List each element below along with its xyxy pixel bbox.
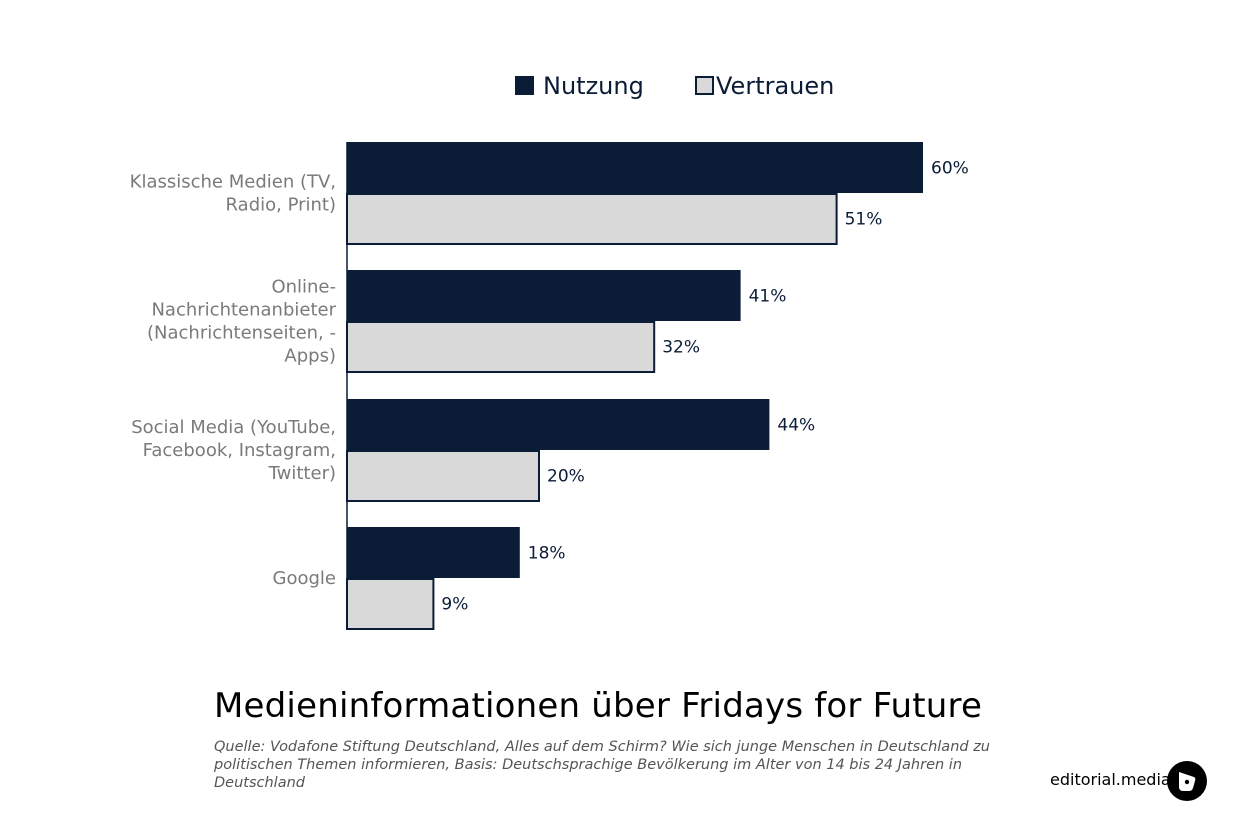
value-label-vertrauen-0: 51%: [845, 210, 883, 230]
category-label-0: Klassische Medien (TV, Radio, Print): [130, 172, 336, 216]
bar-vertrauen-0: [346, 193, 838, 245]
value-label-nutzung-2: 44%: [777, 416, 815, 436]
value-label-vertrauen-2: 20%: [547, 467, 585, 487]
bars: [346, 142, 923, 630]
legend: Nutzung Vertrauen: [515, 72, 834, 100]
legend-label-vertrauen: Vertrauen: [716, 72, 834, 100]
bar-chart: Nutzung Vertrauen 60% 51% Klassische Medien…: [130, 72, 969, 630]
bar-vertrauen-1: [346, 321, 656, 373]
bar-nutzung-1: [347, 270, 741, 321]
legend-label-nutzung: Nutzung: [543, 72, 644, 100]
bar-nutzung-0: [347, 142, 923, 193]
legend-swatch-vertrauen: [695, 76, 714, 95]
value-label-vertrauen-1: 32%: [662, 338, 700, 358]
value-label-nutzung-1: 41%: [749, 287, 787, 307]
bar-nutzung-2: [347, 399, 770, 450]
brand-name: editorial.media: [1050, 770, 1171, 789]
value-label-vertrauen-3: 9%: [441, 595, 468, 615]
category-label-3: Google: [273, 568, 336, 589]
editorial-media-logo-icon: [1167, 761, 1207, 801]
value-label-nutzung-0: 60%: [931, 159, 969, 179]
legend-swatch-nutzung: [515, 76, 534, 95]
bar-nutzung-3: [347, 527, 520, 578]
bar-vertrauen-2: [346, 450, 540, 502]
bar-vertrauen-3: [346, 578, 435, 630]
value-label-nutzung-3: 18%: [528, 544, 566, 564]
chart-title: Medieninformationen über Fridays for Fut…: [214, 686, 983, 726]
labels: 60% 51% Klassische Medien (TV, Radio, Print…: [130, 159, 969, 615]
source-note: Quelle: Vodafone Stiftung Deutschland, A…: [214, 739, 990, 791]
category-label-1: Online-Nachrichtenanbieter (Nachrichtense…: [147, 277, 337, 367]
category-label-2: Social Media (YouTube, Facebook, Instagra…: [131, 417, 336, 484]
